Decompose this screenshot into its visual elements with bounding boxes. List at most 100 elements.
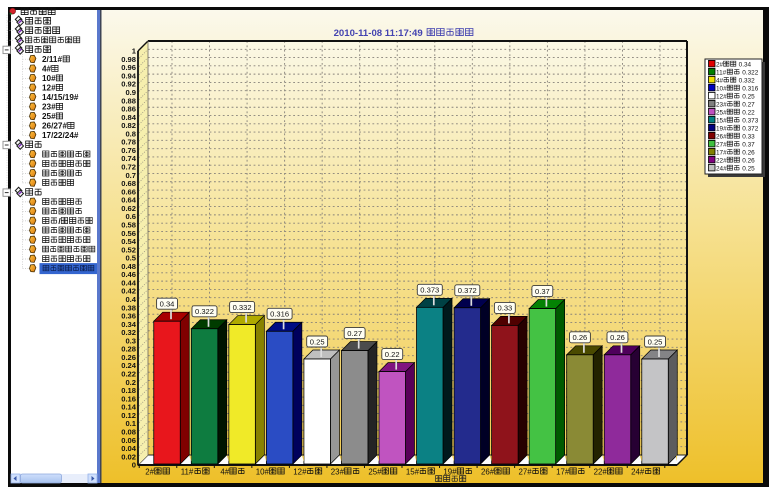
svg-text:0.82: 0.82 xyxy=(121,121,136,130)
svg-text:17#: 17# xyxy=(556,467,570,476)
svg-text:0.24: 0.24 xyxy=(121,361,137,370)
svg-text:4#: 4# xyxy=(716,77,724,84)
svg-text:0.3: 0.3 xyxy=(125,336,136,345)
svg-text:26/27#: 26/27# xyxy=(42,122,67,131)
svg-text:0.58: 0.58 xyxy=(121,220,136,229)
svg-text:0.33: 0.33 xyxy=(741,133,756,140)
svg-text:0.94: 0.94 xyxy=(121,71,137,80)
svg-text:0.26: 0.26 xyxy=(741,149,756,156)
svg-text:0.27: 0.27 xyxy=(347,329,362,338)
svg-text:24#: 24# xyxy=(631,467,645,476)
svg-text:25#: 25# xyxy=(368,467,382,476)
svg-text:0.332: 0.332 xyxy=(737,77,755,84)
svg-text:0.5: 0.5 xyxy=(125,254,136,263)
svg-text:0.372: 0.372 xyxy=(458,286,477,295)
svg-text:0.14: 0.14 xyxy=(121,403,137,412)
svg-text:0.6: 0.6 xyxy=(125,212,136,221)
svg-text:0.34: 0.34 xyxy=(160,300,175,309)
svg-text:0.372: 0.372 xyxy=(741,125,759,132)
svg-text:26#: 26# xyxy=(716,133,727,140)
svg-text:10#: 10# xyxy=(42,74,56,83)
svg-text:2010-11-08 11:17:49: 2010-11-08 11:17:49 xyxy=(334,28,426,39)
svg-text:0.12: 0.12 xyxy=(121,411,136,420)
svg-text:0.316: 0.316 xyxy=(270,310,289,319)
svg-text:0.26: 0.26 xyxy=(741,157,756,164)
svg-text:14/15/19#: 14/15/19# xyxy=(42,93,79,102)
svg-text:0.18: 0.18 xyxy=(121,386,136,395)
svg-text:0.78: 0.78 xyxy=(121,138,136,147)
svg-text:0.92: 0.92 xyxy=(121,80,136,89)
svg-text:0.316: 0.316 xyxy=(741,85,759,92)
svg-text:25#: 25# xyxy=(716,109,727,116)
svg-text:0.7: 0.7 xyxy=(125,171,136,180)
svg-text:0.48: 0.48 xyxy=(121,262,136,271)
svg-text:23#: 23# xyxy=(42,103,56,112)
svg-text:0.22: 0.22 xyxy=(121,370,136,379)
svg-text:25#: 25# xyxy=(42,112,56,121)
svg-text:0.08: 0.08 xyxy=(121,427,136,436)
svg-text:0.4: 0.4 xyxy=(125,295,136,304)
svg-text:0.8: 0.8 xyxy=(125,129,136,138)
svg-text:2/11#: 2/11# xyxy=(42,55,62,64)
svg-text:0.74: 0.74 xyxy=(121,154,137,163)
svg-text:11#: 11# xyxy=(181,467,194,476)
svg-text:19#: 19# xyxy=(443,467,457,476)
svg-text:4#: 4# xyxy=(220,467,229,476)
svg-text:0.84: 0.84 xyxy=(121,113,137,122)
svg-text:17#: 17# xyxy=(716,149,727,156)
svg-text:23#: 23# xyxy=(331,467,345,476)
svg-text:19#: 19# xyxy=(716,125,727,132)
svg-text:11#: 11# xyxy=(716,69,727,76)
svg-text:0.332: 0.332 xyxy=(233,303,252,312)
svg-text:0.96: 0.96 xyxy=(121,63,136,72)
svg-text:0.72: 0.72 xyxy=(121,163,136,172)
svg-text:0.88: 0.88 xyxy=(121,96,136,105)
svg-text:0.373: 0.373 xyxy=(420,286,439,295)
svg-text:0.26: 0.26 xyxy=(573,333,588,342)
svg-text:27#: 27# xyxy=(716,141,727,148)
svg-text:0.37: 0.37 xyxy=(741,141,756,148)
svg-text:26#: 26# xyxy=(481,467,495,476)
svg-text:0.25: 0.25 xyxy=(648,337,663,346)
svg-text:0.9: 0.9 xyxy=(125,88,136,97)
svg-text:0.34: 0.34 xyxy=(737,61,752,68)
svg-text:0.322: 0.322 xyxy=(195,307,214,316)
svg-text:0.26: 0.26 xyxy=(121,353,136,362)
svg-text:0.54: 0.54 xyxy=(121,237,137,246)
svg-text:0.22: 0.22 xyxy=(741,109,756,116)
svg-text:0.02: 0.02 xyxy=(121,452,136,461)
svg-text:0.06: 0.06 xyxy=(121,436,136,445)
svg-text:23#: 23# xyxy=(716,101,727,108)
svg-text:0.2: 0.2 xyxy=(125,378,136,387)
svg-text:0.16: 0.16 xyxy=(121,394,136,403)
svg-text:2#: 2# xyxy=(145,467,154,476)
svg-text:12#: 12# xyxy=(716,93,727,100)
svg-text:0.04: 0.04 xyxy=(121,444,137,453)
svg-text:0.32: 0.32 xyxy=(121,328,136,337)
svg-text:0.25: 0.25 xyxy=(741,165,756,172)
svg-text:0.25: 0.25 xyxy=(741,93,756,100)
svg-text:0.37: 0.37 xyxy=(535,287,550,296)
svg-text:0.28: 0.28 xyxy=(121,345,136,354)
svg-text:0.42: 0.42 xyxy=(121,287,136,296)
svg-text:2#: 2# xyxy=(716,61,724,68)
svg-text:0.62: 0.62 xyxy=(121,204,136,213)
svg-text:4#: 4# xyxy=(42,65,52,74)
svg-text:0.373: 0.373 xyxy=(741,117,759,124)
svg-text:0.56: 0.56 xyxy=(121,229,136,238)
svg-text:24#: 24# xyxy=(716,165,727,172)
svg-text:0.25: 0.25 xyxy=(310,337,325,346)
svg-text:1: 1 xyxy=(132,47,137,56)
svg-text:15#: 15# xyxy=(406,467,420,476)
svg-text:10#: 10# xyxy=(716,85,727,92)
svg-text:27#: 27# xyxy=(519,467,533,476)
svg-text:0.64: 0.64 xyxy=(121,196,137,205)
svg-text:0.86: 0.86 xyxy=(121,105,136,114)
svg-text:0.22: 0.22 xyxy=(385,350,400,359)
svg-text:0.46: 0.46 xyxy=(121,270,136,279)
svg-text:0.36: 0.36 xyxy=(121,312,136,321)
svg-text:15#: 15# xyxy=(716,117,727,124)
svg-text:17/22/24#: 17/22/24# xyxy=(42,131,79,140)
svg-text:0.76: 0.76 xyxy=(121,146,136,155)
svg-text:0.38: 0.38 xyxy=(121,303,136,312)
